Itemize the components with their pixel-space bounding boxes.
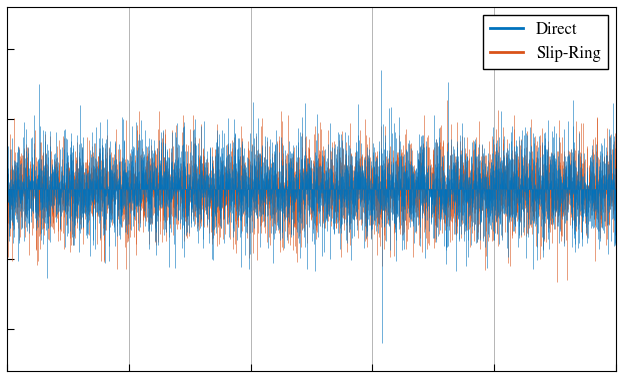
Legend: Direct, Slip-Ring: Direct, Slip-Ring — [483, 15, 607, 69]
